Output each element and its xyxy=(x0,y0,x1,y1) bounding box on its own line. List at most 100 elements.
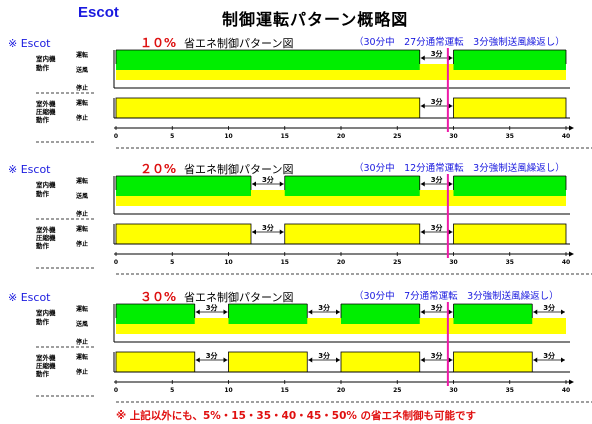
run-segment xyxy=(453,304,533,324)
row-label-outdoor: 室外機 xyxy=(36,99,56,108)
panel-percentage: ２０% xyxy=(140,162,176,176)
axis-tick-label: 10 xyxy=(224,387,232,394)
double-arrow-icon xyxy=(195,309,200,315)
axis-tick-label: 40 xyxy=(562,133,570,140)
panel-title: 省エネ制御パターン図 xyxy=(184,162,293,176)
axis-tick-label: 35 xyxy=(506,259,514,266)
row-label-indoor: 室内機 xyxy=(36,54,56,63)
axis-tick-label: 20 xyxy=(337,133,345,140)
row-label-outdoor-sub: 圧縮機 xyxy=(36,107,56,116)
axis-tick-label: 30 xyxy=(449,387,457,394)
double-arrow-icon xyxy=(420,357,425,363)
axis-tick-label: 40 xyxy=(562,387,570,394)
level-label-stop: 停止 xyxy=(76,210,88,218)
compressor-on-segment xyxy=(453,97,567,119)
double-arrow-icon xyxy=(533,309,538,315)
run-segment xyxy=(116,50,420,70)
axis-arrow-icon xyxy=(569,251,574,257)
level-label-run: 運転 xyxy=(76,177,88,185)
panel-title: 省エネ制御パターン図 xyxy=(184,290,293,304)
row-label-outdoor-sub2: 動作 xyxy=(36,241,50,250)
gap-duration-label: 3分 xyxy=(262,175,274,184)
axis-tick-label: 15 xyxy=(281,133,289,140)
panel-tag: ※ Escot xyxy=(8,163,51,176)
double-arrow-icon xyxy=(448,309,453,315)
row-label-outdoor-sub2: 動作 xyxy=(36,115,50,124)
level-label-stop: 停止 xyxy=(76,368,88,376)
level-label-run: 運転 xyxy=(76,99,88,107)
gap-duration-label: 3分 xyxy=(318,303,330,312)
axis-tick-label: 30 xyxy=(449,133,457,140)
compressor-on-segment xyxy=(453,351,533,373)
double-arrow-icon xyxy=(252,229,256,235)
compressor-on-segment xyxy=(115,351,196,373)
gap-duration-label: 3分 xyxy=(431,175,443,184)
double-arrow-icon xyxy=(420,309,425,315)
level-label-stop: 停止 xyxy=(76,240,88,248)
compressor-on-segment xyxy=(340,351,421,373)
double-arrow-icon xyxy=(279,229,284,235)
run-segment xyxy=(116,176,251,196)
axis-tick-label: 10 xyxy=(224,133,232,140)
gap-duration-label: 3分 xyxy=(206,303,218,312)
level-label-stop: 停止 xyxy=(76,84,88,92)
double-arrow-icon xyxy=(308,357,313,363)
double-arrow-icon xyxy=(223,357,228,363)
axis-tick-label: 25 xyxy=(393,133,401,140)
double-arrow-icon xyxy=(448,181,453,187)
panel-tag: ※ Escot xyxy=(8,291,51,304)
compressor-on-segment xyxy=(228,351,308,373)
compressor-on-segment xyxy=(284,223,421,245)
row-label-indoor-sub: 動作 xyxy=(36,63,50,72)
axis-tick-label: 0 xyxy=(114,133,118,140)
double-arrow-icon xyxy=(561,309,565,315)
double-arrow-icon xyxy=(561,357,565,363)
row-label-indoor: 室内機 xyxy=(36,308,56,317)
axis-tick-label: 0 xyxy=(114,259,118,266)
row-label-outdoor-sub2: 動作 xyxy=(36,369,50,378)
run-segment xyxy=(284,176,420,196)
double-arrow-icon xyxy=(223,309,228,315)
axis-tick-label: 5 xyxy=(170,259,174,266)
panel-note: （30分中 27分通常運転 3分強制送風繰返し） xyxy=(354,36,565,48)
level-label-stop: 停止 xyxy=(76,114,88,122)
axis-tick-label: 10 xyxy=(224,259,232,266)
double-arrow-icon xyxy=(420,55,425,61)
level-label-run: 運転 xyxy=(76,353,88,361)
level-label-blow: 送風 xyxy=(75,192,88,200)
page-title: 制御運転パターン概略図 xyxy=(222,10,409,29)
gap-duration-label: 3分 xyxy=(262,223,274,232)
gap-duration-label: 3分 xyxy=(431,303,443,312)
run-segment xyxy=(228,304,308,324)
level-label-run: 運転 xyxy=(76,225,88,233)
compressor-on-segment xyxy=(453,223,567,245)
double-arrow-icon xyxy=(336,357,340,363)
row-label-outdoor: 室外機 xyxy=(36,225,56,234)
axis-tick-label: 25 xyxy=(393,259,401,266)
double-arrow-icon xyxy=(420,181,425,187)
double-arrow-icon xyxy=(533,357,538,363)
run-segment xyxy=(453,50,566,70)
row-label-outdoor-sub: 圧縮機 xyxy=(36,233,56,242)
run-segment xyxy=(453,176,566,196)
gap-duration-label: 3分 xyxy=(543,303,555,312)
panel-tag: ※ Escot xyxy=(8,37,51,50)
axis-arrow-icon xyxy=(569,125,574,131)
level-label-run: 運転 xyxy=(76,51,88,59)
row-label-indoor: 室内機 xyxy=(36,180,56,189)
level-label-run: 運転 xyxy=(76,305,88,313)
double-arrow-icon xyxy=(448,357,453,363)
axis-tick-label: 35 xyxy=(506,387,514,394)
compressor-on-segment xyxy=(115,223,252,245)
axis-tick-label: 15 xyxy=(281,387,289,394)
gap-duration-label: 3分 xyxy=(431,97,443,106)
gap-duration-label: 3分 xyxy=(431,49,443,58)
row-label-outdoor: 室外機 xyxy=(36,353,56,362)
axis-tick-label: 0 xyxy=(114,387,118,394)
run-segment xyxy=(341,304,420,324)
axis-tick-label: 35 xyxy=(506,133,514,140)
brand-logo-text: Escot xyxy=(78,4,119,21)
axis-tick-label: 25 xyxy=(393,387,401,394)
panel-percentage: １０% xyxy=(140,36,176,50)
row-label-outdoor-sub: 圧縮機 xyxy=(36,361,56,370)
